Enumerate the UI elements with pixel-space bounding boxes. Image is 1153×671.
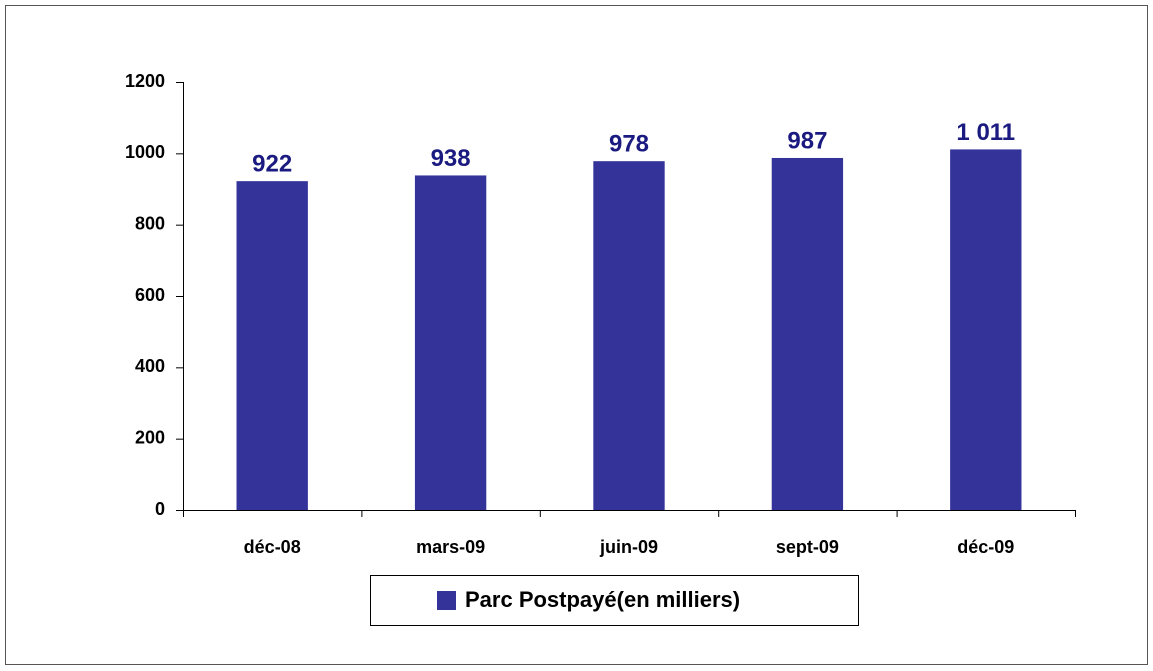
x-tick-label: juin-09 [599, 537, 658, 557]
bar [950, 149, 1022, 510]
bar [771, 157, 844, 510]
bar [414, 175, 487, 511]
y-tick-label: 600 [135, 285, 165, 305]
x-tick-label: déc-08 [244, 537, 301, 557]
legend-swatch [437, 591, 456, 610]
y-tick-label: 1200 [125, 71, 165, 91]
value-label: 978 [609, 131, 649, 158]
y-tick-label: 800 [135, 213, 165, 233]
y-tick-label: 0 [155, 499, 165, 519]
legend-label: Parc Postpayé(en milliers) [465, 587, 740, 612]
x-tick-label: sept-09 [776, 537, 839, 557]
y-tick-label: 400 [135, 356, 165, 376]
y-tick-label: 200 [135, 427, 165, 447]
bar [593, 161, 665, 510]
x-tick-label: déc-09 [957, 537, 1014, 557]
value-label: 938 [431, 145, 471, 172]
bar [236, 181, 308, 511]
value-label: 1 011 [956, 119, 1015, 146]
value-label: 987 [787, 127, 827, 154]
x-tick-label: mars-09 [416, 537, 485, 557]
value-label: 922 [252, 150, 292, 177]
y-tick-label: 1000 [125, 142, 165, 162]
